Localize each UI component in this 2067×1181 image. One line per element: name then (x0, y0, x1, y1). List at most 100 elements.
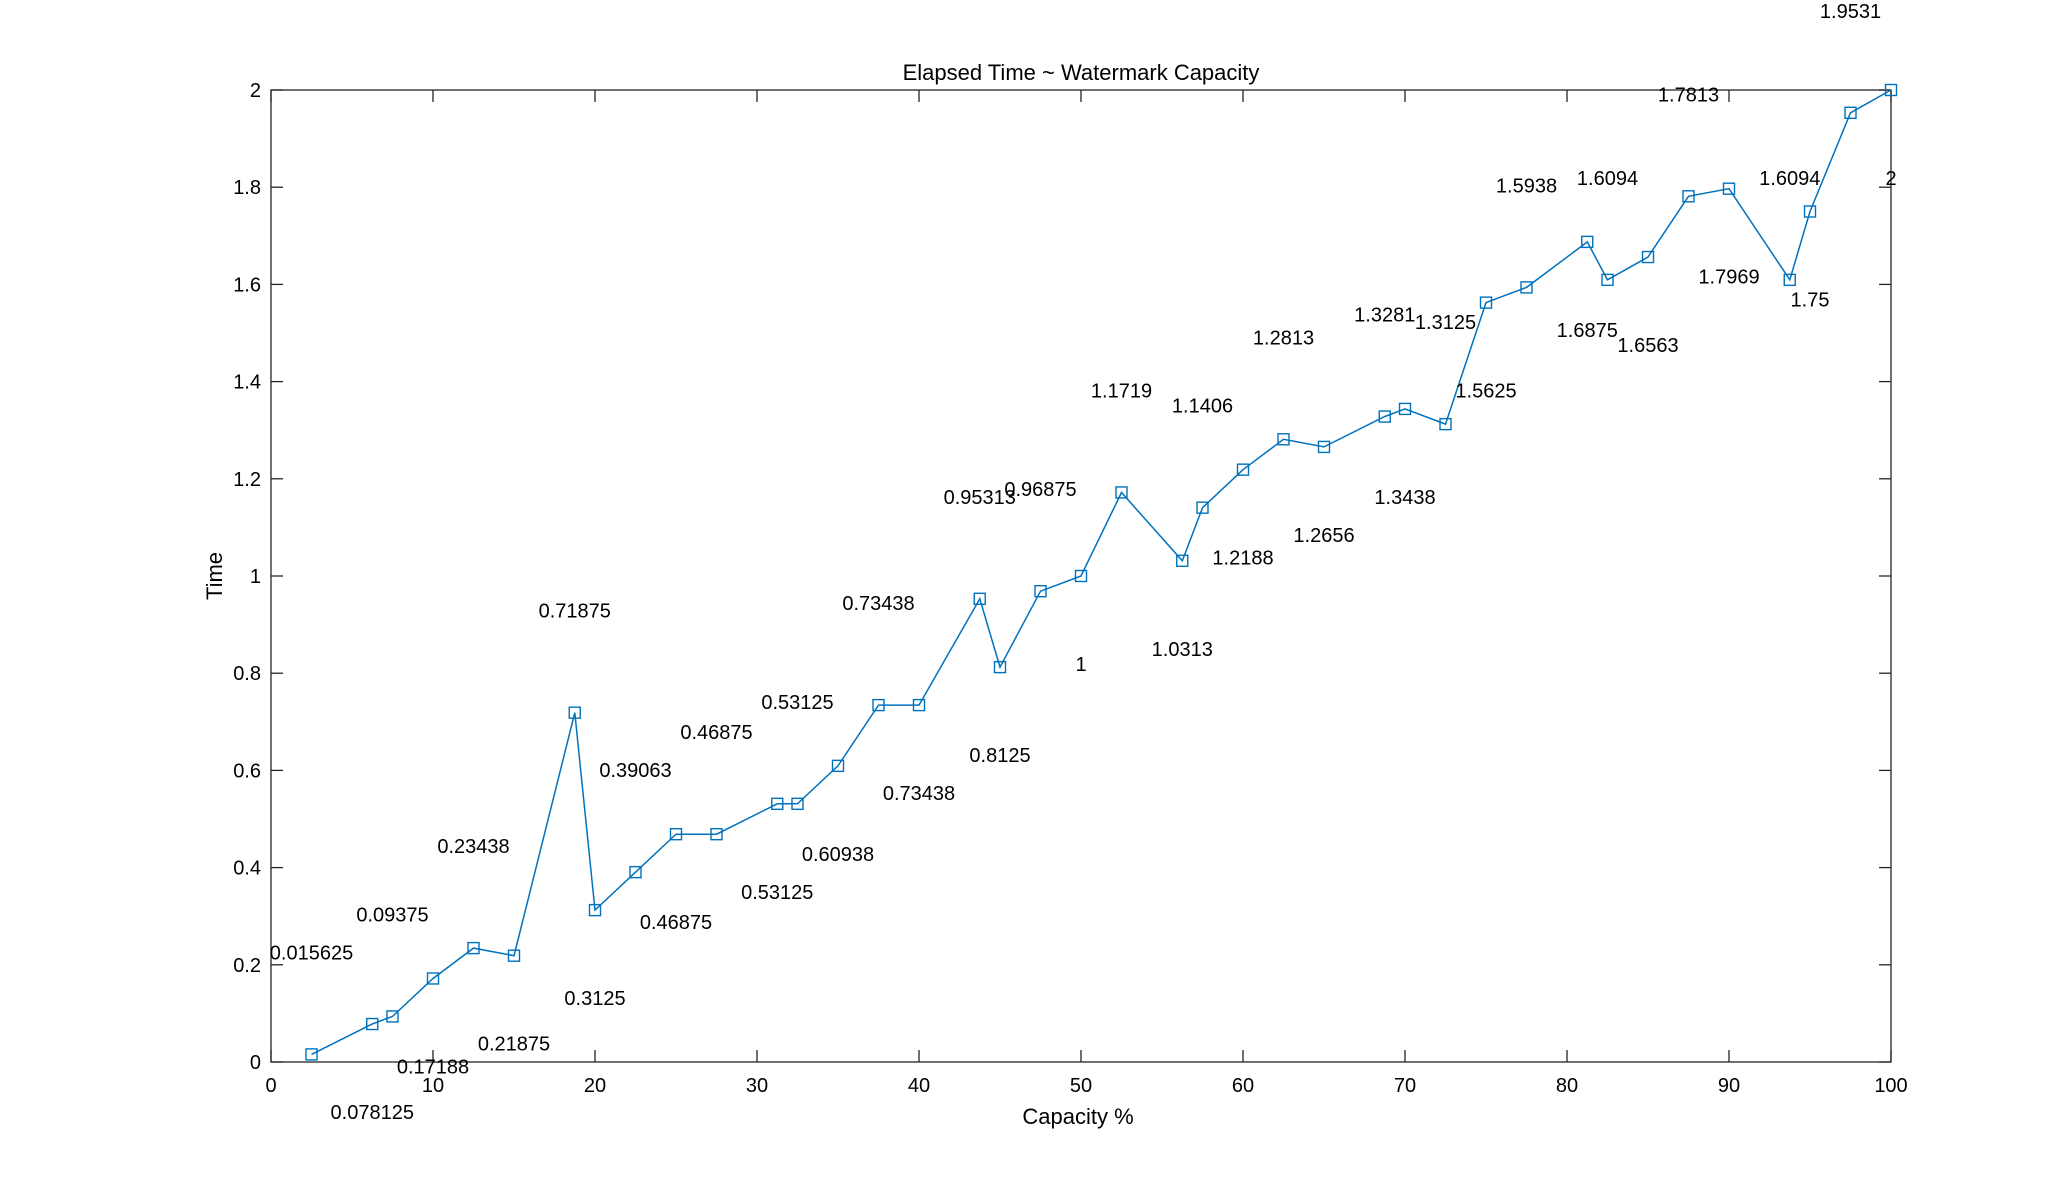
x-tick-label: 90 (1718, 1075, 1740, 1097)
data-label: 0.73438 (842, 593, 914, 615)
y-tick-label: 0 (250, 1052, 261, 1074)
data-point (1682, 190, 1695, 203)
y-tick-label: 0.8 (233, 663, 261, 685)
data-point (1398, 402, 1412, 416)
data-point (1479, 296, 1493, 309)
data-label: 1.6563 (1617, 335, 1678, 357)
data-point (366, 1017, 379, 1031)
x-tick-label: 80 (1556, 1075, 1578, 1097)
data-point (1277, 433, 1290, 446)
x-tick-label: 40 (908, 1075, 930, 1097)
data-label: 1.6875 (1557, 320, 1618, 342)
data-point (1115, 486, 1128, 499)
x-tick-label: 20 (584, 1075, 606, 1097)
data-point (1520, 281, 1533, 294)
data-label: 0.39063 (599, 760, 671, 782)
data-label: 0.17188 (397, 1056, 469, 1078)
y-tick-label: 1.8 (233, 177, 261, 199)
data-point (305, 1048, 318, 1061)
series-markers (305, 83, 1898, 1061)
data-label: 1.6094 (1577, 168, 1638, 190)
data-point (1378, 410, 1391, 423)
data-label: 1.3281 (1354, 305, 1415, 327)
data-point (1196, 501, 1209, 514)
data-point (1601, 273, 1614, 287)
y-tick-label: 0.2 (233, 955, 261, 977)
data-label: 1.6094 (1759, 168, 1820, 190)
data-label: 1 (1075, 654, 1086, 676)
data-label: 1.3438 (1374, 487, 1435, 509)
x-tick-label: 70 (1394, 1075, 1416, 1097)
data-label: 2 (1885, 168, 1896, 190)
data-label: 0.8125 (969, 745, 1030, 767)
data-label: 0.95313 (944, 487, 1016, 509)
y-axis-label: Time (202, 552, 227, 600)
data-point (467, 941, 480, 955)
data-label: 1.5625 (1455, 381, 1516, 403)
data-label: 0.46875 (680, 722, 752, 744)
data-point (1176, 554, 1189, 567)
y-tick-label: 0.4 (233, 858, 261, 880)
data-point (1641, 250, 1655, 264)
data-label: 0.23438 (437, 836, 509, 858)
y-tick-label: 1 (250, 566, 261, 588)
data-label: 0.71875 (539, 601, 611, 623)
data-point (1236, 463, 1250, 476)
data-point (629, 865, 642, 879)
data-point (507, 949, 521, 962)
data-label: 0.21875 (478, 1034, 550, 1056)
x-axis-label: Capacity % (1022, 1104, 1133, 1129)
data-label: 1.9531 (1820, 1, 1881, 23)
data-point (1722, 182, 1736, 195)
data-point (1803, 205, 1817, 218)
data-label: 0.73438 (883, 783, 955, 805)
y-axis: 0 0.2 0.4 0.6 0.8 1 1.2 1.4 1.6 1.8 2 (233, 80, 1891, 1074)
data-point (1844, 106, 1857, 119)
x-tick-label: 50 (1070, 1075, 1092, 1097)
data-point (912, 698, 926, 712)
data-point (386, 1010, 399, 1023)
data-point (973, 592, 986, 605)
data-label: 1.3125 (1415, 312, 1476, 334)
data-label: 0.53125 (761, 692, 833, 714)
data-point (568, 706, 581, 719)
data-label: 0.078125 (331, 1102, 414, 1124)
data-point (771, 797, 784, 811)
data-label: 0.3125 (564, 988, 625, 1010)
data-point (993, 660, 1007, 674)
data-point (426, 972, 440, 985)
data-point (831, 759, 845, 773)
data-label: 1.75 (1791, 290, 1830, 312)
data-label: 1.2813 (1253, 327, 1314, 349)
data-point (1074, 569, 1088, 583)
series-line (311, 89, 1892, 1056)
x-axis: 0 10 20 30 40 50 60 70 80 90 100 (265, 90, 1908, 1097)
data-label: 0.96875 (1004, 479, 1076, 501)
x-tick-label: 0 (265, 1075, 276, 1097)
y-tick-label: 2 (250, 80, 261, 102)
data-label: 1.5938 (1496, 175, 1557, 197)
x-tick-label: 100 (1874, 1075, 1907, 1097)
data-labels: 0.015625 0.078125 0.09375 0.17188 0.23438 0.2… (270, 1, 1897, 1124)
data-label: 1.7813 (1658, 84, 1719, 106)
data-label: 0.015625 (270, 942, 353, 964)
chart-title: Elapsed Time ~ Watermark Capacity (903, 60, 1260, 85)
y-tick-label: 1.6 (233, 274, 261, 296)
data-label: 1.2656 (1293, 525, 1354, 547)
data-label: 0.46875 (640, 912, 712, 934)
data-point (1317, 440, 1331, 454)
data-label: 1.2188 (1212, 548, 1273, 570)
data-point (588, 903, 602, 917)
x-tick-label: 30 (746, 1075, 768, 1097)
data-label: 0.53125 (741, 882, 813, 904)
y-tick-label: 1.2 (233, 469, 261, 491)
data-label: 1.1719 (1091, 380, 1152, 402)
data-point (669, 827, 683, 841)
y-tick-label: 0.6 (233, 760, 261, 782)
data-label: 1.1406 (1172, 396, 1233, 418)
data-point (791, 797, 804, 811)
x-tick-label: 60 (1232, 1075, 1254, 1097)
data-label: 0.09375 (356, 904, 428, 926)
data-label: 1.7969 (1698, 267, 1759, 289)
